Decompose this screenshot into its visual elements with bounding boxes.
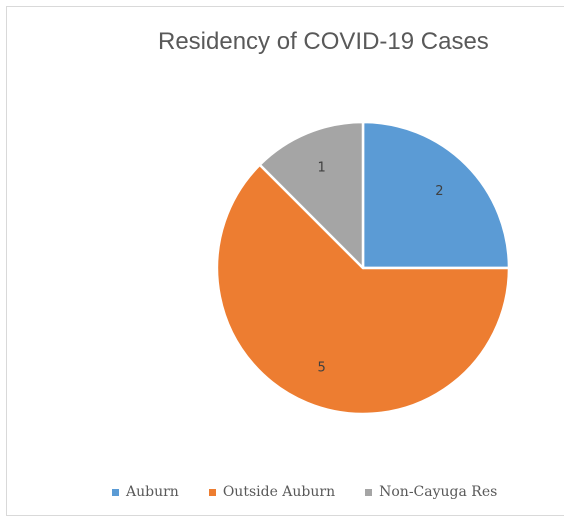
pie-slice-auburn xyxy=(361,120,511,270)
legend-item-outside-auburn: Outside Auburn xyxy=(208,484,336,500)
pie-slice-outside-auburn xyxy=(215,163,511,416)
legend-swatch-outside-auburn xyxy=(208,488,216,496)
pie-slices xyxy=(215,120,511,416)
chart-title: Residency of COVID-19 Cases xyxy=(158,28,489,55)
chart-legend: Auburn Outside Auburn Non-Cayuga Res xyxy=(112,482,527,502)
legend-label-outside-auburn: Outside Auburn xyxy=(222,484,336,500)
legend-label-auburn: Auburn xyxy=(126,484,179,500)
data-label-outside-auburn: 5 xyxy=(318,360,326,375)
pie-data-labels: 2 5 1 xyxy=(318,161,444,376)
legend-label-non-cayuga-res: Non-Cayuga Res xyxy=(379,484,498,500)
data-label-non-cayuga-res: 1 xyxy=(318,161,326,176)
legend-swatch-non-cayuga-res xyxy=(365,488,373,496)
pie-slice-non-cayuga-res xyxy=(258,120,365,270)
legend-swatch-auburn xyxy=(112,488,119,496)
legend-item-non-cayuga-res: Non-Cayuga Res xyxy=(365,484,497,500)
data-label-auburn: 2 xyxy=(435,184,443,199)
legend-item-auburn: Auburn xyxy=(112,484,179,500)
